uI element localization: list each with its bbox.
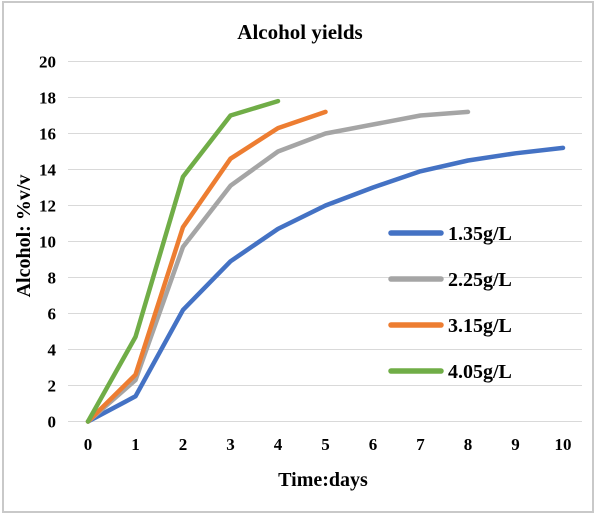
y-tick-label: 8 <box>48 269 57 288</box>
y-tick-label: 12 <box>39 197 56 216</box>
y-tick-label: 4 <box>48 341 57 360</box>
x-tick-label: 10 <box>555 435 572 454</box>
y-tick-label: 6 <box>48 305 57 324</box>
x-axis-title: Time:days <box>278 469 368 491</box>
y-tick-label: 2 <box>48 377 57 396</box>
x-tick-label: 4 <box>274 435 283 454</box>
legend-label: 3.15g/L <box>448 315 512 337</box>
y-tick-label: 20 <box>39 53 56 72</box>
series-line-405gl <box>85 98 281 424</box>
legend-item-135gl: 1.35g/L <box>388 223 512 245</box>
y-axis-title: Alcohol: %v/v <box>13 175 35 298</box>
x-tick-label: 2 <box>179 435 188 454</box>
x-tick-label: 0 <box>84 435 93 454</box>
x-tick-label: 3 <box>226 435 235 454</box>
legend-label: 4.05g/L <box>448 361 512 383</box>
legend-item-405gl: 4.05g/L <box>388 361 512 383</box>
series-line-135gl <box>85 145 566 424</box>
series-line-225gl <box>85 109 471 424</box>
y-tick-label: 14 <box>39 161 57 180</box>
y-tick-label: 16 <box>39 125 56 144</box>
chart-title: Alcohol yields <box>237 20 362 44</box>
y-tick-label: 10 <box>39 233 56 252</box>
x-tick-label: 5 <box>321 435 330 454</box>
x-tick-label: 1 <box>131 435 140 454</box>
legend-label: 1.35g/L <box>448 223 512 245</box>
image-border-frame <box>2 1 594 513</box>
series-line-315gl <box>85 109 328 424</box>
series-lines <box>85 98 566 424</box>
x-axis-tick-labels: 0 1 2 3 4 5 6 7 8 9 10 <box>84 435 572 454</box>
legend-item-315gl: 3.15g/L <box>388 315 512 337</box>
legend-item-225gl: 2.25g/L <box>388 269 512 291</box>
x-tick-label: 9 <box>511 435 520 454</box>
x-tick-label: 8 <box>464 435 473 454</box>
y-axis-tick-labels: 0 2 4 6 8 10 12 14 16 18 20 <box>39 53 57 432</box>
x-tick-label: 7 <box>416 435 425 454</box>
x-tick-label: 6 <box>369 435 378 454</box>
chart-legend: 1.35g/L 2.25g/L 3.15g/L 4.05g/L <box>388 223 512 383</box>
y-tick-label: 18 <box>39 89 56 108</box>
legend-label: 2.25g/L <box>448 269 512 291</box>
y-tick-label: 0 <box>48 413 57 432</box>
